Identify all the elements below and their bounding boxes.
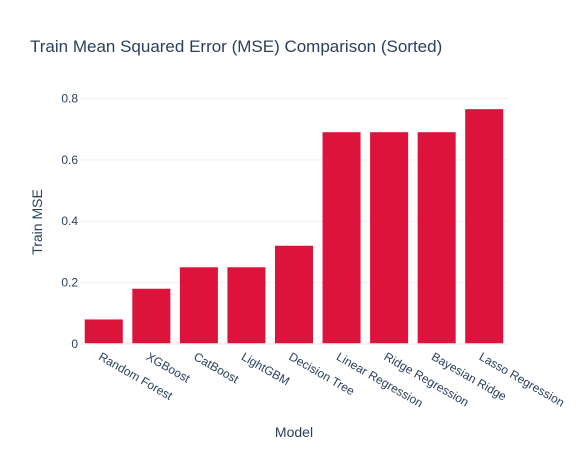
bar[interactable]: [227, 267, 266, 344]
bar[interactable]: [370, 132, 409, 344]
y-tick-label: 0.6: [61, 153, 78, 167]
y-axis-ticks: 0 0.2 0.4 0.6 0.8: [61, 91, 78, 351]
y-tick-label: 0.2: [61, 276, 78, 290]
bars: [80, 109, 508, 345]
y-axis-title: Train MSE: [29, 189, 45, 255]
bar[interactable]: [274, 245, 314, 344]
bar[interactable]: [465, 109, 504, 345]
y-tick-label: 0.4: [61, 214, 78, 228]
bar[interactable]: [132, 288, 171, 344]
bar[interactable]: [179, 267, 218, 344]
bar[interactable]: [322, 132, 361, 344]
y-tick-label: 0.8: [61, 91, 78, 105]
chart-title: Train Mean Squared Error (MSE) Compariso…: [30, 37, 442, 56]
bar[interactable]: [417, 132, 456, 344]
x-axis-title: Model: [275, 424, 313, 440]
y-tick-label: 0: [71, 337, 78, 351]
bar[interactable]: [84, 319, 123, 344]
